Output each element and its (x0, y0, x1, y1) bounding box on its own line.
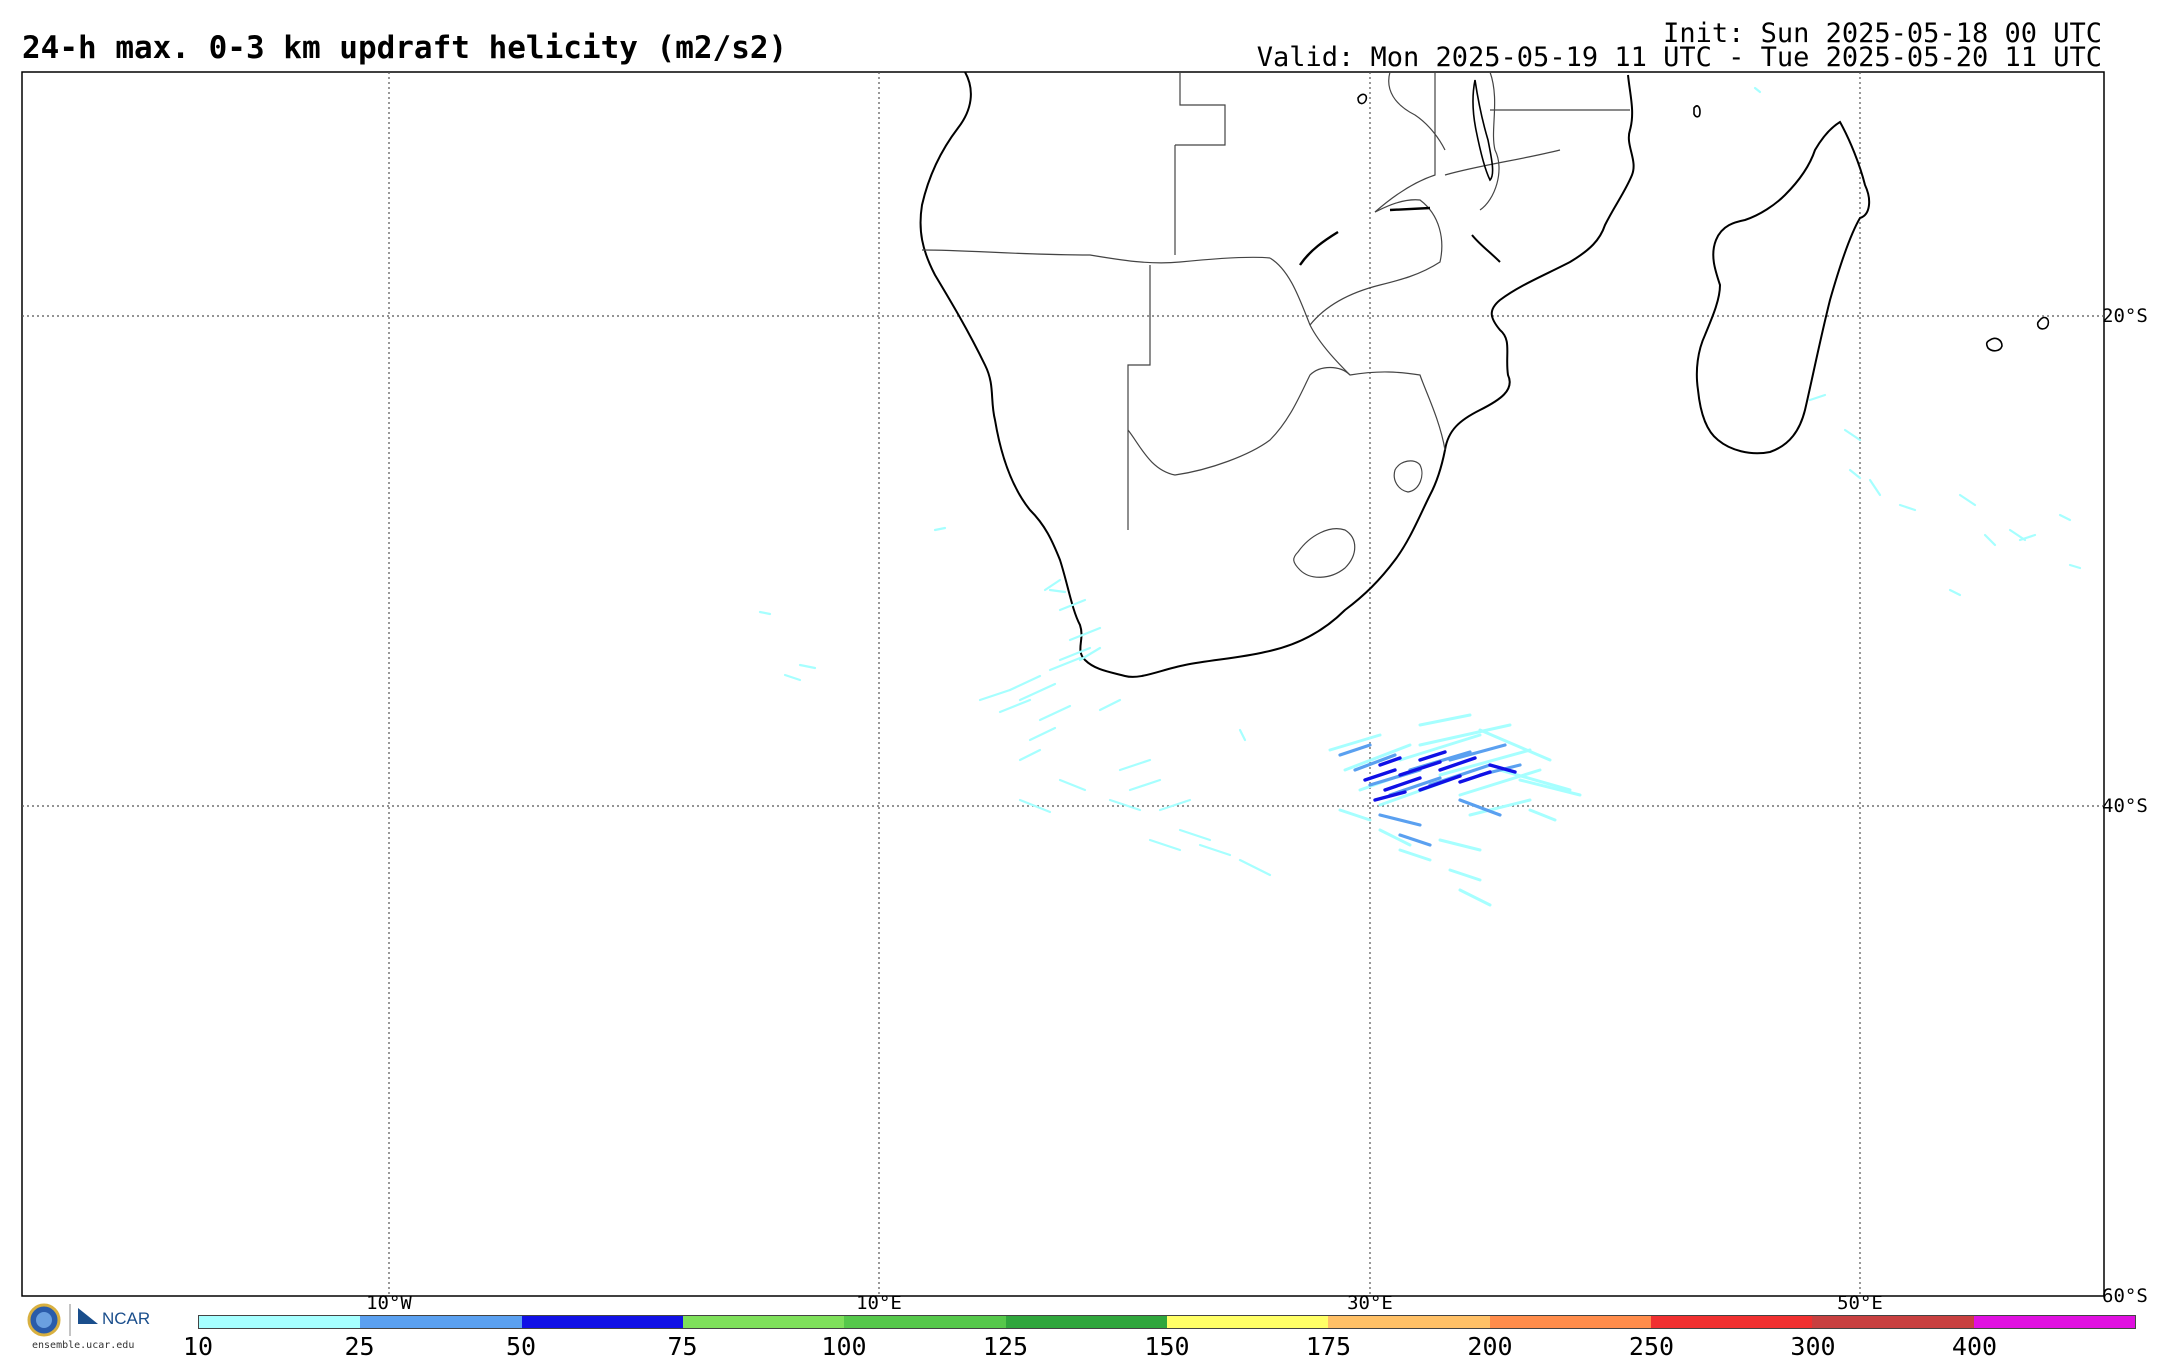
lesotho-border (1293, 528, 1356, 578)
reunion-island (1985, 337, 2003, 352)
colorbar-tick-label: 25 (344, 1332, 375, 1361)
colorbar-tick-label: 75 (667, 1332, 698, 1361)
colorbar-segment (844, 1316, 1006, 1328)
colorbar (198, 1315, 2136, 1329)
madagascar-coastline (1695, 120, 1871, 455)
colorbar-tick-label: 300 (1790, 1332, 1836, 1361)
colorbar-tick-label: 400 (1951, 1332, 1998, 1361)
colorbar-tick-label: 150 (1144, 1332, 1190, 1361)
lat-label-40s: 40°S (2102, 795, 2148, 817)
lon-label-10e: 10°E (856, 1292, 902, 1314)
country-borders (921, 71, 1630, 530)
colorbar-tick-label: 250 (1628, 1332, 1675, 1361)
helicity-cluster (1328, 713, 1582, 907)
nsf-ncar-logo: NCAR (27, 1303, 150, 1337)
colorbar-tick-label: 50 (505, 1332, 537, 1361)
lon-label-10w: 10°W (366, 1292, 412, 1314)
small-lake (1357, 93, 1368, 105)
logo-caption: ensemble.ucar.edu (32, 1340, 135, 1351)
helicity-swaths-light (758, 86, 2082, 877)
gridlines (22, 72, 2104, 1296)
zambezi-coast (1471, 234, 1501, 263)
africa-coastline (919, 71, 1635, 678)
colorbar-segment (1489, 1316, 1651, 1328)
lat-label-20s: 20°S (2102, 305, 2148, 327)
colorbar-segment (1812, 1316, 1974, 1328)
colorbar-segment (1005, 1316, 1167, 1328)
lon-label-50e: 50°E (1837, 1292, 1883, 1314)
valid-time: Valid: Mon 2025-05-19 11 UTC - Tue 2025-… (1256, 42, 2102, 73)
colorbar-segment (199, 1316, 361, 1328)
ncar-logo-text: NCAR (102, 1309, 150, 1328)
comoros-island (1693, 105, 1701, 118)
lake-cahora-bassa (1389, 206, 1431, 212)
eswatini-border (1393, 460, 1423, 493)
colorbar-segment (360, 1316, 522, 1328)
colorbar-tick-label: 125 (982, 1332, 1029, 1361)
colorbar-segment (521, 1316, 683, 1328)
colorbar-segment (1650, 1316, 1813, 1328)
lat-label-60s: 60°S (2102, 1285, 2148, 1307)
colorbar-tick-label: 100 (821, 1332, 867, 1361)
colorbar-tick-label: 200 (1467, 1332, 1513, 1361)
init-time: Init: Sun 2025-05-18 00 UTC (1663, 18, 2102, 49)
map-frame (21, 71, 2105, 1297)
colorbar-segment (682, 1316, 845, 1328)
colorbar-tick-label: 175 (1305, 1332, 1352, 1361)
lon-label-30e: 30°E (1347, 1292, 1393, 1314)
colorbar-segment (1166, 1316, 1329, 1328)
colorbar-segment (1973, 1316, 2135, 1328)
colorbar-tick-label: 10 (182, 1332, 214, 1361)
lake-kariba (1299, 230, 1339, 266)
mauritius-island (2036, 316, 2050, 330)
lake-malawi (1472, 79, 1494, 182)
colorbar-segment (1328, 1316, 1490, 1328)
chart-title: 24-h max. 0-3 km updraft helicity (m2/s2… (22, 30, 788, 66)
